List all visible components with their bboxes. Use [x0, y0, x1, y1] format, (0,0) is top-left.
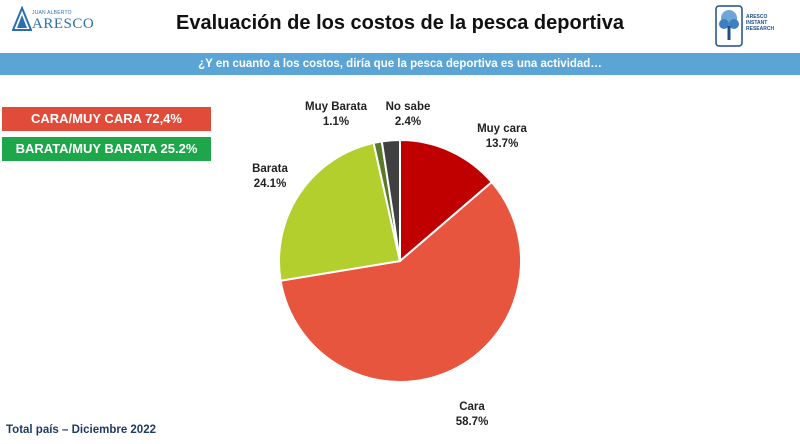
logo-right-line-2: INSTANT — [746, 20, 768, 26]
triangle-logo-icon — [12, 6, 32, 31]
cara-muy-cara-badge: CARA/MUY CARA 72,4% — [2, 107, 211, 131]
page-title: Evaluación de los costos de la pesca dep… — [176, 12, 624, 34]
aresco-logo-left: JUAN ALBERTO ARESCO — [6, 6, 94, 36]
slice-label-value: 2.4% — [395, 116, 421, 128]
question-subtitle-bar: ¿Y en cuanto a los costos, diría que la … — [0, 53, 800, 75]
pie-slice-no-sabe — [380, 138, 401, 262]
slice-label-name: Muy cara — [477, 123, 527, 135]
barata-muy-barata-badge: BARATA/MUY BARATA 25.2% — [2, 137, 211, 161]
slice-label-name: Muy Barata — [305, 101, 368, 113]
aresco-instant-research-logo: ARESCO INSTANT RESEARCH — [714, 2, 794, 50]
logo-right-line-1: ARESCO — [746, 14, 768, 20]
footer-note: Total país – Diciembre 2022 — [6, 424, 156, 436]
logo-brand-text: ARESCO — [32, 16, 95, 32]
slice-label-value: 1.1% — [323, 116, 349, 128]
pie-slice-cara — [279, 180, 522, 383]
slice-label-value: 13.7% — [486, 138, 519, 150]
slice-label-value: 58.7% — [456, 416, 489, 428]
slice-label-name: No sabe — [386, 101, 431, 113]
logo-small-text: JUAN ALBERTO — [32, 10, 72, 16]
pie-slice-muy-cara — [399, 138, 494, 264]
slice-label-value: 24.1% — [254, 178, 287, 190]
tree-crest-icon — [715, 5, 743, 47]
slice-label-name: Barata — [252, 163, 288, 175]
logo-right-line-3: RESEARCH — [746, 26, 775, 32]
slice-label-name: Cara — [459, 401, 485, 413]
pie-slice-barata — [278, 141, 402, 282]
